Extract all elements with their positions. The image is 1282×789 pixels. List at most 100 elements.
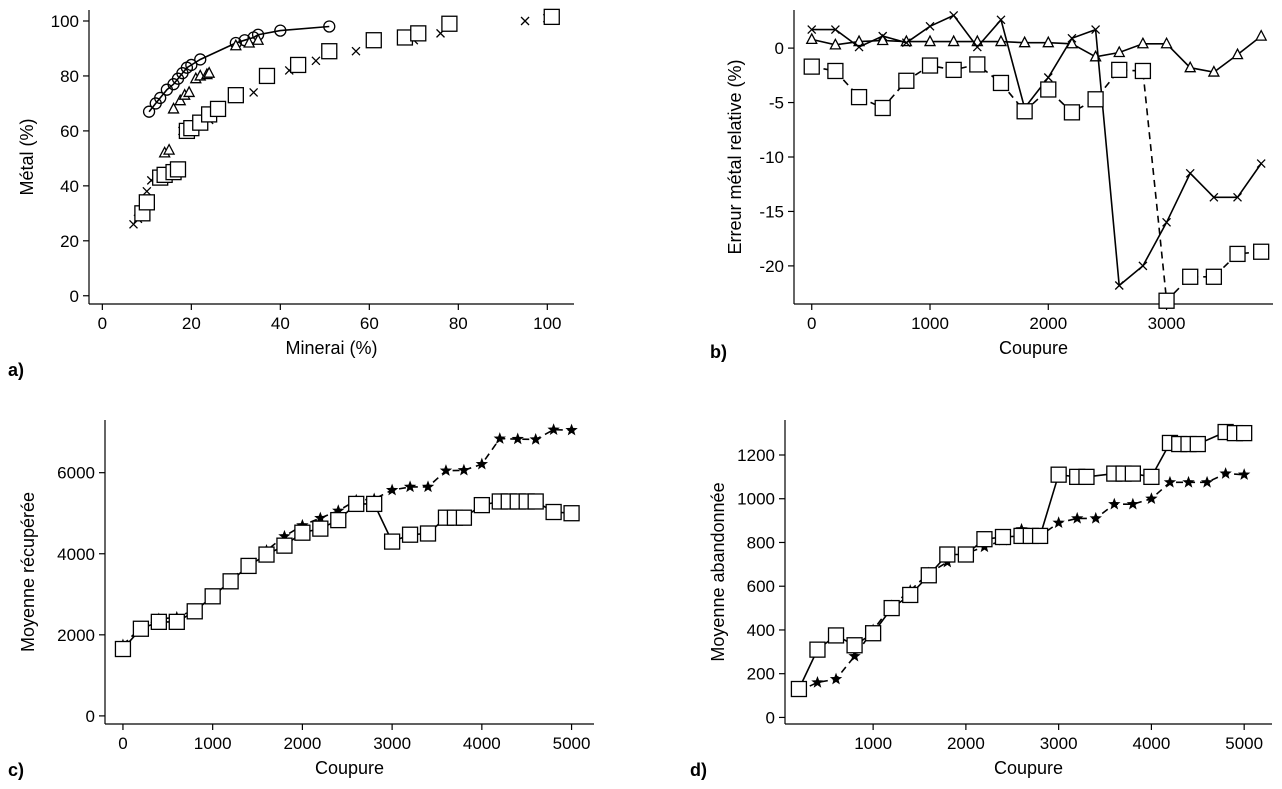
data-point — [1233, 192, 1242, 202]
data-point — [276, 537, 293, 554]
data-point — [249, 87, 259, 97]
data-point — [203, 66, 216, 78]
x-tick-label: 0 — [98, 314, 107, 333]
y-tick-label: -15 — [759, 202, 784, 221]
data-point — [403, 480, 417, 493]
x-tick-label: 4000 — [463, 734, 501, 753]
data-point — [957, 546, 975, 563]
data-point — [1138, 261, 1148, 271]
y-tick-label: 200 — [747, 665, 775, 684]
data-point — [829, 37, 842, 50]
x-tick-label: 2000 — [947, 734, 985, 753]
data-point — [312, 520, 329, 537]
data-point — [194, 53, 207, 66]
y-tick-label: 2000 — [57, 626, 95, 645]
data-point — [811, 675, 824, 688]
panel-b: 0 1000 2000 3000 0 -5 -10 -15 -20 Coupure Erreur m… — [710, 10, 1273, 362]
y-tick-label: 0 — [775, 39, 784, 58]
data-point — [1018, 35, 1031, 48]
data-point — [827, 627, 845, 644]
data-point — [850, 88, 868, 106]
y-tick-label: 40 — [60, 177, 79, 196]
x-tick-label: 3000 — [1148, 314, 1186, 333]
data-point — [1016, 103, 1033, 120]
data-point — [1124, 465, 1142, 482]
data-point — [419, 525, 437, 542]
data-point — [1205, 268, 1223, 285]
data-point — [1236, 424, 1253, 442]
data-point — [529, 432, 542, 445]
data-point — [1231, 47, 1244, 60]
data-point — [410, 25, 427, 42]
data-point — [511, 432, 524, 445]
data-point — [1253, 243, 1270, 260]
data-point — [1067, 33, 1077, 43]
y-tick-label: 0 — [70, 287, 79, 306]
x-axis-label: Minerai (%) — [285, 338, 377, 358]
data-point — [321, 43, 338, 60]
data-point — [222, 573, 239, 590]
x-axis-label: Coupure — [994, 758, 1063, 778]
data-point — [874, 99, 891, 117]
data-point — [545, 503, 562, 521]
data-point — [1184, 60, 1197, 73]
data-point — [878, 31, 888, 41]
data-point — [1200, 475, 1214, 488]
data-point — [142, 105, 156, 118]
data-point — [351, 46, 361, 56]
data-point — [401, 526, 419, 543]
data-point — [1162, 217, 1172, 227]
series-triangle — [158, 33, 265, 158]
data-point — [278, 529, 291, 542]
data-point — [852, 34, 866, 47]
series-star — [792, 467, 1251, 697]
data-point — [274, 24, 287, 37]
data-point — [543, 8, 560, 26]
data-point — [289, 56, 307, 74]
data-point — [1145, 492, 1158, 504]
data-point — [949, 10, 959, 20]
data-point — [1126, 497, 1140, 510]
data-point — [138, 194, 155, 211]
data-point — [457, 463, 471, 476]
data-point — [883, 599, 900, 617]
data-point — [996, 15, 1006, 25]
x-tick-label: 20 — [182, 314, 201, 333]
x-tick-label: 1000 — [194, 734, 232, 753]
x-tick-label: 80 — [449, 314, 468, 333]
data-point — [1089, 511, 1102, 524]
data-point — [1078, 468, 1095, 486]
panel-label: a) — [8, 360, 24, 380]
data-point — [332, 504, 345, 517]
data-point — [1071, 511, 1084, 524]
data-point — [154, 91, 167, 105]
data-point — [229, 38, 242, 51]
data-point — [1091, 25, 1101, 35]
data-point — [846, 637, 863, 654]
y-axis-label: Moyenne récupérée — [18, 492, 38, 652]
data-point — [992, 74, 1010, 92]
data-point — [385, 483, 399, 496]
data-point — [243, 36, 256, 48]
data-point — [204, 588, 221, 605]
data-point — [163, 143, 176, 155]
data-point — [848, 649, 861, 662]
data-point — [563, 505, 580, 522]
data-point — [994, 34, 1008, 47]
series-line — [798, 472, 1245, 692]
data-point — [421, 480, 435, 493]
data-point — [805, 32, 818, 45]
data-point — [1108, 497, 1121, 510]
series-line — [811, 14, 1262, 288]
data-point — [876, 33, 889, 46]
data-point — [1143, 468, 1160, 486]
data-point — [348, 495, 365, 513]
series-square — [134, 8, 560, 222]
x-tick-label: 3000 — [373, 734, 411, 753]
x-tick-label: 2000 — [283, 734, 321, 753]
data-point — [901, 38, 911, 48]
data-point — [150, 613, 167, 631]
data-point — [1052, 516, 1065, 529]
data-point — [1134, 62, 1152, 80]
